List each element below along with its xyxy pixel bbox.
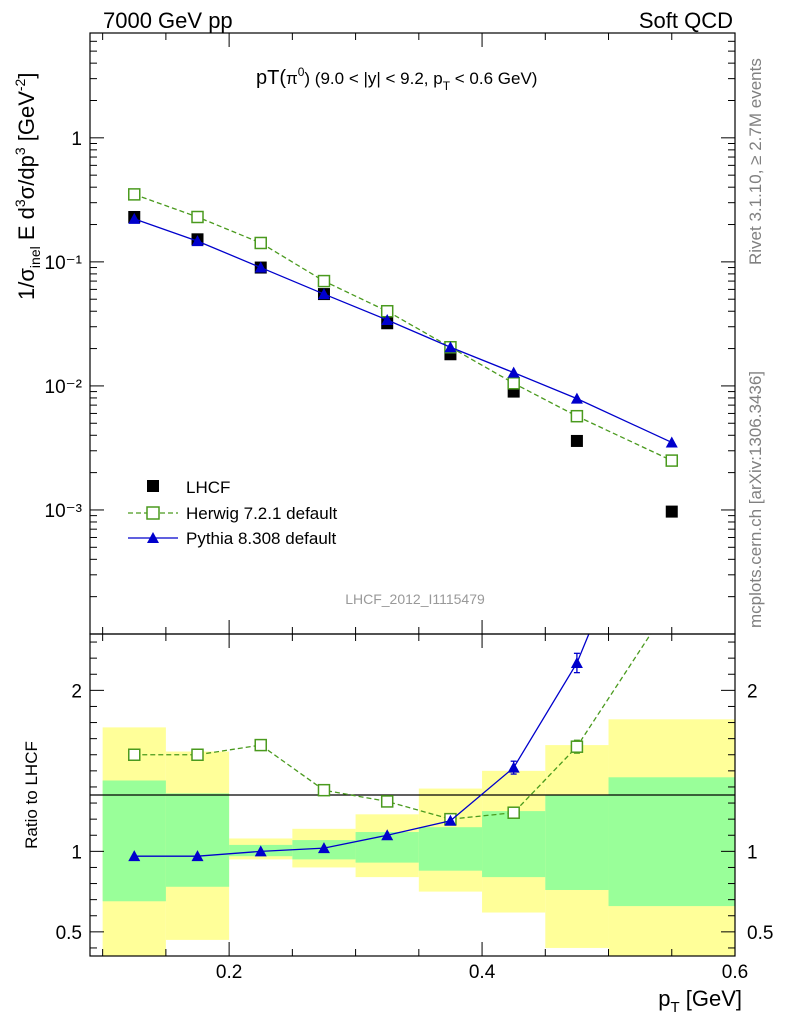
main-point-pythia bbox=[444, 341, 457, 353]
main-point-pythia bbox=[665, 436, 678, 448]
collision-label: 7000 GeV pp bbox=[103, 8, 233, 33]
ratio-point-pythia bbox=[191, 850, 204, 862]
main-point-pythia bbox=[381, 313, 394, 325]
main-point-herwig bbox=[317, 274, 331, 288]
main-point-pythia bbox=[507, 366, 520, 378]
legend-marker-lhcf bbox=[147, 480, 159, 492]
main-point-herwig bbox=[191, 210, 204, 224]
main-y-tick-label: 10⁻¹ bbox=[45, 253, 83, 274]
ratio-panel: 0.5 0.5 1 1 2 2 0.2 0.4 0.6 bbox=[56, 427, 773, 983]
main-point-lhcf bbox=[570, 434, 583, 447]
legend-marker-pythia bbox=[147, 532, 159, 543]
ratio-point-pythia bbox=[666, 427, 678, 438]
ratio-y-tick-label-right: 2 bbox=[747, 681, 758, 702]
ratio-point-herwig bbox=[380, 795, 394, 808]
main-point-pythia bbox=[254, 261, 267, 273]
ratio-point-pythia bbox=[381, 829, 394, 841]
main-point-pythia bbox=[191, 235, 204, 247]
ratio-point-herwig bbox=[666, 596, 677, 607]
uncertainty-band-inner bbox=[102, 780, 166, 902]
x-tick-label: 0.4 bbox=[469, 962, 496, 983]
uncertainty-band-inner bbox=[608, 777, 735, 907]
uncertainty-band-inner bbox=[482, 811, 546, 878]
ratio-point-pythia bbox=[254, 845, 267, 857]
x-tick-label: 0.6 bbox=[722, 962, 748, 983]
main-y-tick-label: 10⁻² bbox=[45, 377, 83, 398]
ratio-point-pythia bbox=[444, 814, 457, 826]
main-point-herwig bbox=[570, 409, 584, 423]
main-line-pythia bbox=[134, 218, 673, 444]
main-panel: 1 10⁻¹ 10⁻² 10⁻³ bbox=[45, 32, 736, 635]
mcplots-label: mcplots.cern.ch [arXiv:1306.3436] bbox=[746, 371, 765, 628]
main-point-pythia bbox=[317, 288, 330, 300]
uncertainty-band-inner bbox=[165, 793, 230, 887]
ratio-point-herwig bbox=[254, 738, 267, 752]
ratio-point-pythia bbox=[317, 842, 330, 854]
ratio-y-tick-label-right: 1 bbox=[747, 842, 758, 863]
ratio-y-tick-label: 1 bbox=[71, 842, 82, 863]
legend-label-pythia: Pythia 8.308 default bbox=[186, 529, 337, 548]
main-y-tick-label: 10⁻³ bbox=[45, 501, 83, 522]
legend: LHCF Herwig 7.2.1 default Pythia 8.308 d… bbox=[128, 478, 337, 548]
x-axis-label: pT [GeV] bbox=[658, 986, 742, 1016]
ratio-point-pythia bbox=[570, 656, 583, 668]
ratio-point-herwig bbox=[317, 783, 331, 797]
ratio-y-tick-label-right: 0.5 bbox=[747, 923, 773, 944]
ratio-point-pythia bbox=[128, 850, 141, 862]
ratio-y-axis-label: Ratio to LHCF bbox=[22, 741, 41, 849]
ratio-point-herwig bbox=[128, 748, 141, 761]
ratio-point-pythia bbox=[507, 761, 520, 773]
ratio-y-tick-label: 2 bbox=[71, 681, 82, 702]
process-label: Soft QCD bbox=[639, 8, 733, 33]
legend-label-lhcf: LHCF bbox=[186, 478, 230, 497]
ratio-point-herwig bbox=[570, 740, 584, 753]
main-y-tick-label: 1 bbox=[71, 129, 82, 150]
ratio-line-herwig bbox=[134, 634, 652, 820]
uncertainty-band-inner bbox=[545, 795, 609, 890]
ratio-y-tick-label: 0.5 bbox=[56, 923, 82, 944]
main-point-herwig bbox=[507, 377, 520, 390]
analysis-id-label: LHCF_2012_I1115479 bbox=[345, 591, 485, 607]
main-point-herwig bbox=[665, 454, 679, 467]
main-point-pythia bbox=[128, 212, 141, 224]
rivet-version-label: Rivet 3.1.10, ≥ 2.7M events bbox=[746, 58, 765, 265]
plot-title: pT(π0) (9.0 < |y| < 9.2, pT < 0.6 GeV) bbox=[256, 65, 537, 93]
ratio-point-herwig bbox=[507, 806, 520, 819]
legend-label-herwig: Herwig 7.2.1 default bbox=[186, 504, 337, 523]
main-point-pythia bbox=[570, 392, 583, 404]
main-line-herwig bbox=[134, 193, 673, 462]
legend-marker-herwig bbox=[146, 506, 160, 520]
ratio-point-herwig bbox=[191, 748, 204, 761]
ratio-panel-frame bbox=[89, 633, 736, 957]
x-tick-label: 0.2 bbox=[216, 962, 242, 983]
main-y-axis-label: 1/σinel E d3σ/dp3 [GeV-2] bbox=[12, 73, 43, 300]
uncertainty-band-inner bbox=[418, 827, 483, 871]
main-point-herwig bbox=[254, 236, 267, 250]
main-point-lhcf bbox=[665, 505, 678, 518]
main-point-herwig bbox=[128, 188, 141, 201]
